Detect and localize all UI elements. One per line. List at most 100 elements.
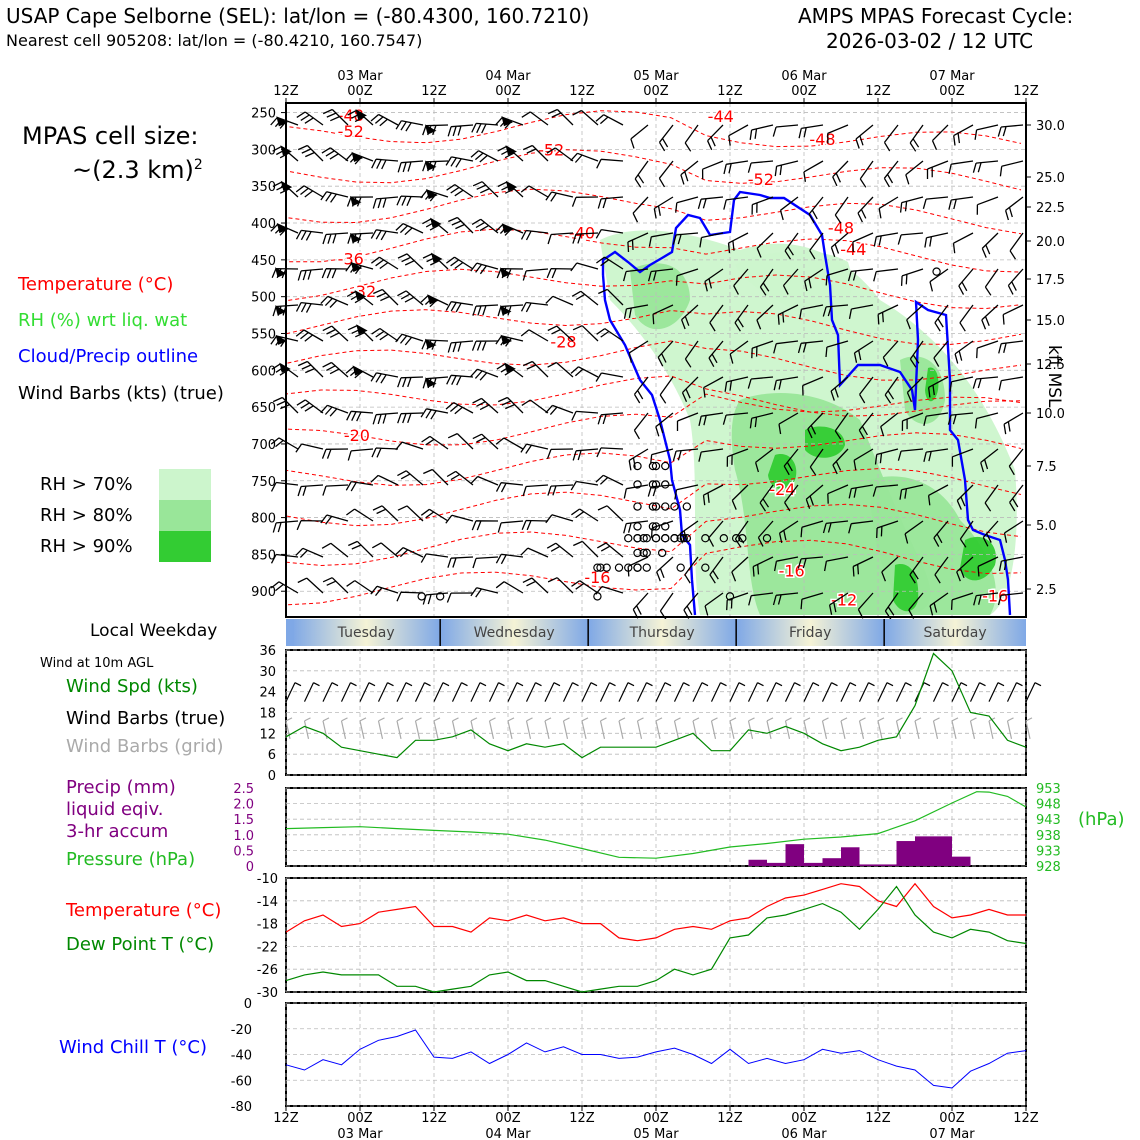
wind-barb (948, 160, 974, 175)
wind-barb (699, 232, 724, 248)
wind-barb (777, 304, 799, 325)
wind-tick-label: 12 (259, 727, 276, 742)
wind-barb (633, 412, 649, 440)
wind-barb (372, 505, 399, 522)
cell-size-sup: 2 (193, 157, 203, 173)
wind-barb (470, 368, 499, 381)
calm-circle (648, 522, 658, 531)
wind-barb (522, 268, 549, 281)
wind-barb (446, 184, 474, 198)
wind-barb (681, 376, 699, 402)
wind-barb (571, 508, 599, 522)
wind-barb (823, 556, 849, 572)
wind-barb (347, 325, 374, 342)
pressure-tick-label: 450 (251, 254, 276, 269)
wind-barb-grid (895, 717, 903, 739)
wind-barb-true (710, 682, 727, 702)
wind-barb (547, 577, 574, 594)
wind-barb (546, 542, 574, 558)
weekday-label: Wednesday (474, 625, 555, 641)
wind-barb (999, 160, 1024, 177)
wind-barb (471, 218, 499, 234)
wind-barb (347, 448, 374, 461)
wind-barb (395, 547, 424, 558)
precip-bar (822, 858, 841, 866)
pressure-line (285, 791, 1027, 859)
time-tick-top-label: 00Z (347, 84, 373, 99)
wind-barb (684, 340, 699, 368)
date-tick-bottom-label: 06 Mar (781, 1127, 827, 1140)
wind-barb (652, 304, 674, 325)
calm-circle (642, 563, 651, 572)
pressure-tick-label: 900 (251, 585, 276, 600)
wind-barb (982, 520, 999, 547)
wind-barb (704, 592, 724, 616)
wind-barb (923, 448, 949, 462)
wind-barb (547, 108, 574, 126)
wind-barb (447, 556, 474, 568)
date-tick-top-label: 05 Mar (633, 69, 679, 84)
wind-barb (420, 553, 449, 563)
wind-barb (396, 591, 424, 602)
wind-barb (546, 448, 574, 459)
wind-barb (596, 158, 624, 169)
wind-barb (447, 433, 474, 450)
wind-barb (832, 160, 849, 187)
wind-barb (830, 376, 849, 401)
wind-barb (348, 540, 374, 558)
wind-barb (952, 232, 974, 254)
pressure-tick-label: 350 (251, 180, 276, 195)
wind-barb (295, 229, 324, 241)
wind-barb (726, 592, 749, 611)
rh-blob-dark (768, 454, 797, 490)
wind-barb (345, 480, 374, 492)
wind-barb (658, 160, 674, 188)
wind-barb (922, 196, 949, 209)
wind-barb (948, 196, 974, 210)
weekday-label: Friday (789, 625, 831, 641)
precip-bar (933, 836, 952, 866)
calm-circle (676, 563, 685, 572)
wind-barb (547, 232, 574, 245)
wind-barb (728, 124, 749, 146)
wind-barb (880, 412, 899, 437)
wind-barb-flag (350, 261, 363, 272)
wind-barb (571, 290, 599, 306)
wind-barb-flag (350, 232, 362, 244)
wind-barb (929, 592, 949, 616)
wind-barb (998, 556, 1024, 572)
wind-barb (731, 556, 749, 582)
calm-circle (661, 522, 670, 531)
precip-bar (952, 856, 971, 866)
wind-barb (926, 160, 949, 179)
wind-barb (853, 448, 874, 471)
wind-barb (825, 268, 849, 286)
calm-circle (731, 534, 741, 543)
wind-barb (422, 218, 449, 234)
wind-barb-flag (275, 267, 287, 278)
calm-circle (633, 480, 642, 489)
wind-barb (545, 404, 574, 416)
time-tick-top-label: 12Z (865, 84, 891, 99)
wind-barb (953, 124, 974, 146)
wind-barb (545, 295, 574, 306)
calm-circle (639, 534, 648, 543)
wind-barb (397, 290, 424, 306)
wind-barb (347, 109, 374, 126)
wind-barb (371, 327, 399, 342)
temperature-contour-label: -16 (584, 568, 610, 587)
wind-barb (672, 232, 699, 245)
wind-barb (773, 376, 799, 391)
wind-barb-true (969, 682, 986, 702)
wind-barb (270, 553, 299, 564)
wind-barb (772, 124, 799, 137)
rh70-swatch (159, 469, 211, 500)
rh-blob-dark (960, 536, 996, 581)
wind-barb (698, 448, 724, 462)
wind-barb (596, 256, 624, 270)
wind-barb (470, 475, 499, 486)
wind-barb (653, 196, 674, 219)
temperature-contour-label: -52 (748, 170, 774, 189)
wind-barb-flag (500, 334, 513, 345)
wind-barb-true (303, 682, 320, 702)
